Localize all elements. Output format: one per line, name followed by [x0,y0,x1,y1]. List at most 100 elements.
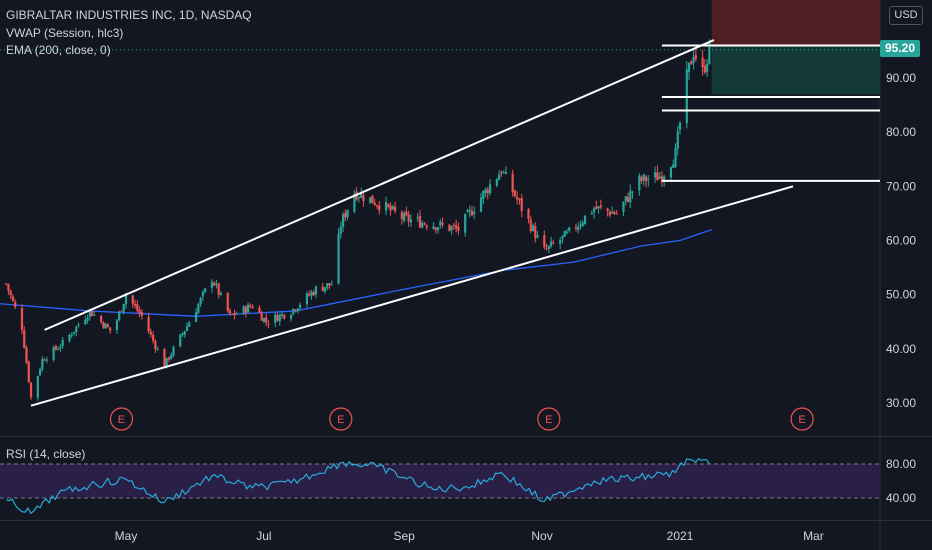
candle-body [199,297,202,305]
candle-body [181,333,184,335]
candle-body [391,206,394,210]
candle-body [283,314,286,319]
candle-body [217,283,220,295]
candle-body [561,235,564,239]
vwap-legend[interactable]: VWAP (Session, hlc3) [6,26,124,40]
candle-body [194,312,198,322]
candle-body [599,205,602,208]
candle-body [421,222,424,228]
candle-body [296,308,299,312]
price-tick-label: 90.00 [886,71,916,85]
candle-body [466,210,469,213]
rsi-band [0,464,880,498]
candle-body [658,176,661,179]
candle-body [244,306,247,313]
candle-body [550,241,553,247]
candle-body [687,62,691,72]
currency-badge[interactable]: USD [889,6,923,25]
candle-body [407,214,410,222]
candle-body [131,295,134,304]
price-tick-label: 70.00 [886,179,916,193]
candle-body [59,347,62,349]
candle-body [373,202,376,206]
candle-body [104,323,107,329]
candle-body [626,197,630,202]
candle-body [52,347,55,360]
price-tick-label: 80.00 [886,125,916,139]
candle-body [57,348,60,350]
rsi-tick-label: 40.00 [886,491,916,505]
candle-body [339,226,342,235]
candle-body [235,313,238,315]
candle-body [45,359,48,361]
candle-body [638,175,641,191]
rsi-legend[interactable]: RSI (14, close) [6,447,86,461]
candle-body [663,176,666,181]
candle-body [644,176,648,182]
candle-body [595,206,598,209]
earnings-marker [109,407,134,431]
candle-body [167,357,171,360]
candle-body [642,174,645,181]
candle-body [337,233,340,284]
candle-body [452,225,455,227]
candle-body [156,349,159,351]
candle-body [344,213,347,218]
earnings-marker [329,407,353,431]
candle-body [147,317,150,332]
candle-body [624,196,627,202]
candle-body [559,240,562,244]
candle-body [321,286,324,291]
candle-body [608,211,612,216]
candle-body [294,309,297,311]
candle-body [251,306,254,308]
candle-body [357,197,361,199]
candle-body [479,197,483,212]
rsi-tick-label: 80.00 [886,457,916,471]
price-tick-label: 30.00 [886,396,916,410]
candle-body [615,213,618,215]
candle-body [455,225,458,229]
candle-body [502,172,505,174]
candle-body [470,210,474,216]
candlestick-series [5,39,711,401]
candle-body [204,288,207,293]
candle-body [43,359,46,361]
ema-legend[interactable]: EMA (200, close, 0) [6,43,111,57]
candle-body [568,227,571,231]
trendline-channel-upper [44,39,715,331]
candle-body [9,290,12,296]
time-tick-label: Jul [256,529,271,543]
candle-body [563,231,566,237]
candle-body [579,224,582,227]
candle-body [41,358,44,370]
earnings-marker-label: E [545,414,552,426]
candle-body [676,131,679,149]
candle-body [29,382,33,398]
candle-body [516,196,519,200]
candle-body [86,317,89,321]
candle-body [84,319,87,325]
candle-body [701,57,704,68]
candle-body [590,213,593,215]
candle-body [138,309,141,314]
candle-body [210,282,214,288]
candle-body [434,227,437,231]
time-tick-label: May [115,529,138,543]
price-tick-label: 40.00 [886,342,916,356]
ema-200-line [0,229,712,317]
candle-body [674,148,677,167]
trendline-channel-lower [30,185,794,407]
candle-body [708,42,711,65]
candle-body [518,198,521,200]
candle-body [262,317,266,322]
candle-body [534,226,537,239]
candle-body [672,164,675,169]
candle-body [14,301,17,308]
candle-body [115,320,119,330]
candle-body [520,198,523,211]
candle-body [527,209,530,219]
candle-body [226,292,229,312]
candle-body [360,193,363,198]
